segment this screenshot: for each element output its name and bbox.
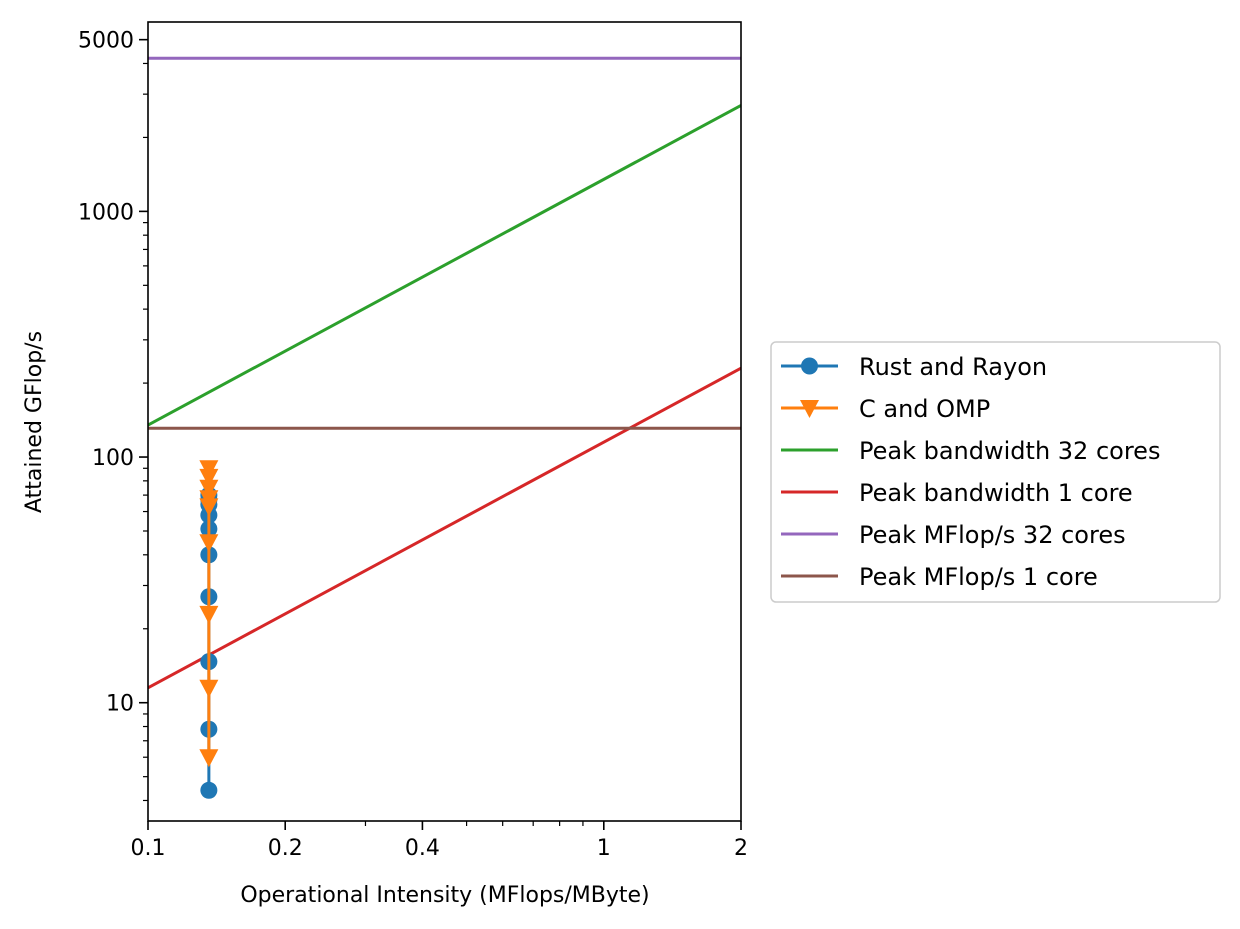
x-axis-label: Operational Intensity (MFlops/MByte) bbox=[240, 883, 649, 908]
x-tick-label: 0.4 bbox=[405, 836, 440, 861]
legend-label: Peak MFlop/s 1 core bbox=[859, 563, 1098, 591]
y-axis-label: Attained GFlop/s bbox=[22, 331, 47, 513]
data-point bbox=[199, 749, 219, 768]
data-point bbox=[199, 490, 219, 509]
y-tick-label: 10 bbox=[106, 692, 134, 717]
x-tick-label: 2 bbox=[734, 836, 748, 861]
plot-area bbox=[148, 56, 741, 799]
legend-box bbox=[770, 341, 1221, 603]
axes: 0.1 0.2 0.4 1 2 10 100 1000 5000 bbox=[78, 21, 748, 861]
legend-label: Peak bandwidth 1 core bbox=[859, 479, 1133, 507]
data-point bbox=[199, 679, 219, 698]
series-group bbox=[148, 56, 741, 799]
y-tick-label: 5000 bbox=[78, 29, 134, 54]
series-line-3 bbox=[148, 366, 741, 690]
y-tick-label: 100 bbox=[92, 446, 134, 471]
data-point bbox=[199, 479, 219, 498]
data-point bbox=[200, 781, 218, 799]
x-tick-label: 0.1 bbox=[131, 836, 166, 861]
legend: Rust and Rayon C and OMP Peak bandwidth 32… bbox=[770, 341, 1221, 603]
x-tick-label: 0.2 bbox=[268, 836, 303, 861]
legend-label: C and OMP bbox=[859, 395, 990, 423]
plot-frame bbox=[147, 21, 742, 822]
data-point bbox=[199, 534, 219, 553]
legend-marker bbox=[800, 400, 819, 418]
data-point bbox=[199, 460, 219, 479]
series-line-2 bbox=[148, 104, 741, 427]
legend-label: Peak bandwidth 32 cores bbox=[859, 437, 1160, 465]
legend-label: Peak MFlop/s 32 cores bbox=[859, 521, 1126, 549]
y-tick-label: 1000 bbox=[78, 200, 134, 225]
x-tick-label: 1 bbox=[597, 836, 611, 861]
legend-marker bbox=[801, 357, 818, 375]
data-point bbox=[199, 605, 219, 624]
legend-label: Rust and Rayon bbox=[859, 353, 1047, 381]
